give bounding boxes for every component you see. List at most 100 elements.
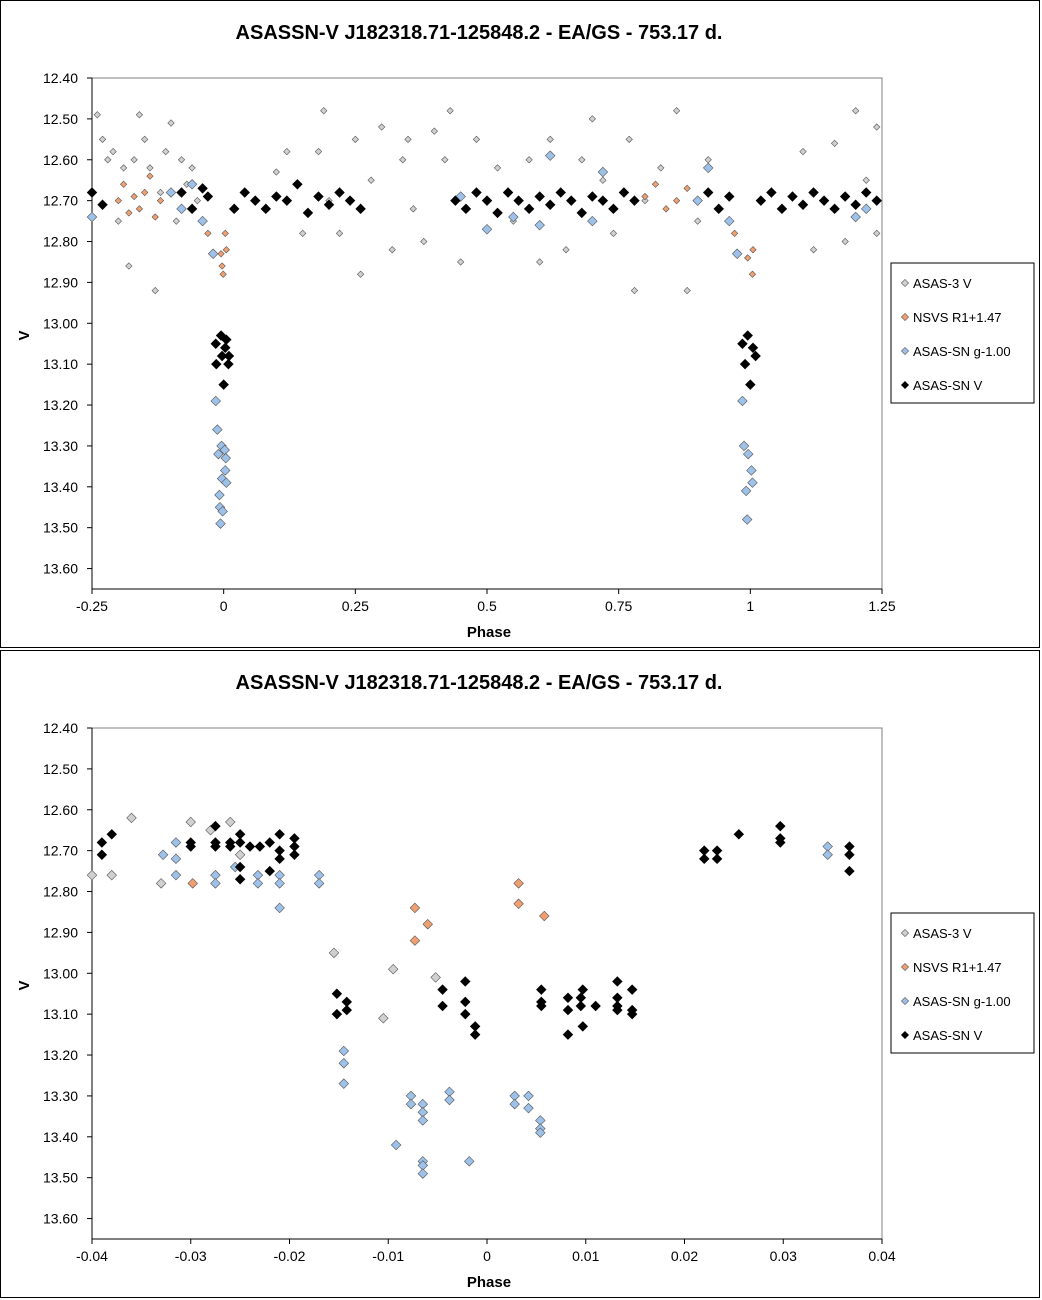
data-point (460, 976, 471, 987)
x-tick-label: 0 (483, 1248, 491, 1264)
data-point (338, 1045, 350, 1057)
data-point (221, 334, 232, 345)
data-point (355, 203, 366, 215)
chart-panel-top: ASASSN-V J182318.71-125848.2 - EA/GS - 7… (0, 0, 1040, 648)
data-point (737, 338, 748, 349)
x-tick-label: -0.04 (76, 1248, 108, 1264)
data-point (555, 187, 566, 198)
legend-entry-label: ASAS-3 V (913, 926, 972, 941)
data-point (775, 837, 786, 848)
data-point (775, 820, 786, 832)
data-point (502, 187, 514, 198)
data-point (724, 191, 735, 202)
data-point (193, 197, 201, 205)
data-point (106, 829, 117, 840)
data-point (335, 229, 344, 237)
data-point (156, 188, 165, 197)
data-point (692, 195, 703, 206)
legend-entry-label: NSVS R1+1.47 (913, 310, 1002, 325)
y-tick-label: 13.10 (43, 1006, 78, 1022)
data-point (730, 229, 739, 237)
data-point (597, 166, 609, 178)
data-point (749, 246, 757, 254)
series-2 (157, 837, 833, 1179)
data-point (234, 874, 246, 885)
data-point (170, 869, 182, 881)
data-point (86, 211, 98, 223)
series-3 (86, 179, 882, 390)
data-point (220, 452, 231, 464)
data-point (210, 820, 221, 832)
data-point (599, 176, 607, 184)
data-point (141, 135, 149, 143)
y-tick-label: 13.30 (43, 1088, 78, 1104)
data-point (822, 849, 833, 860)
data-point (221, 229, 229, 237)
data-point (566, 195, 577, 206)
data-point (844, 849, 855, 860)
data-point (260, 203, 272, 215)
data-point (544, 150, 556, 161)
data-point (338, 1078, 350, 1089)
data-point (629, 195, 640, 206)
data-point (331, 1008, 343, 1020)
data-point (130, 192, 138, 201)
data-point (626, 984, 638, 995)
data-point (264, 837, 275, 848)
data-point (733, 829, 745, 840)
data-point (534, 219, 545, 231)
legend-entry-label: ASAS-3 V (913, 276, 972, 291)
data-point (119, 180, 128, 188)
data-point (130, 156, 138, 164)
y-axis-label: V (16, 980, 33, 990)
data-point (135, 205, 144, 213)
legend-marker (900, 928, 910, 938)
y-tick-label: 13.30 (43, 438, 78, 454)
x-tick-label: 1 (746, 598, 754, 614)
legend-marker (900, 962, 910, 972)
data-point (704, 156, 712, 164)
data-point (513, 878, 524, 889)
x-tick-label: 0.02 (671, 1248, 698, 1264)
light-curve-chart-zoom: ASASSN-V J182318.71-125848.2 - EA/GS - 7… (16, 672, 1035, 1291)
data-point (187, 878, 198, 889)
data-point (223, 358, 234, 370)
data-point (221, 477, 232, 488)
data-point (218, 262, 226, 270)
data-point (314, 147, 323, 156)
y-tick-label: 13.00 (43, 315, 78, 331)
data-point (272, 168, 280, 176)
data-point (228, 203, 240, 215)
data-point (104, 156, 112, 164)
data-point (390, 1139, 402, 1151)
data-point (151, 213, 159, 221)
data-point (740, 485, 752, 497)
y-tick-label: 13.60 (43, 1211, 78, 1227)
data-point (481, 224, 493, 235)
data-point (702, 187, 714, 198)
y-tick-label: 12.90 (43, 274, 78, 290)
data-point (292, 179, 303, 190)
data-point (202, 191, 214, 202)
x-tick-label: -0.03 (175, 1248, 207, 1264)
x-tick-label: 0.25 (342, 598, 369, 614)
data-point (437, 984, 448, 995)
data-point (146, 164, 154, 172)
chart-panel-bottom: ASASSN-V J182318.71-125848.2 - EA/GS - 7… (0, 650, 1040, 1298)
data-point (534, 191, 545, 202)
y-tick-label: 12.60 (43, 152, 78, 168)
data-point (651, 180, 660, 188)
y-tick-label: 13.50 (43, 1170, 78, 1186)
data-point (93, 111, 101, 119)
data-point (114, 217, 122, 225)
series-1 (187, 878, 550, 946)
x-tick-label: 0.03 (770, 1248, 797, 1264)
light-curve-chart-full: ASASSN-V J182318.71-125848.2 - EA/GS - 7… (16, 22, 1035, 641)
data-point (562, 1004, 574, 1016)
legend-box (890, 912, 1035, 1054)
data-point (578, 156, 586, 164)
data-point (207, 248, 219, 260)
data-point (417, 1168, 429, 1179)
data-point (745, 379, 756, 390)
data-point (818, 195, 830, 206)
